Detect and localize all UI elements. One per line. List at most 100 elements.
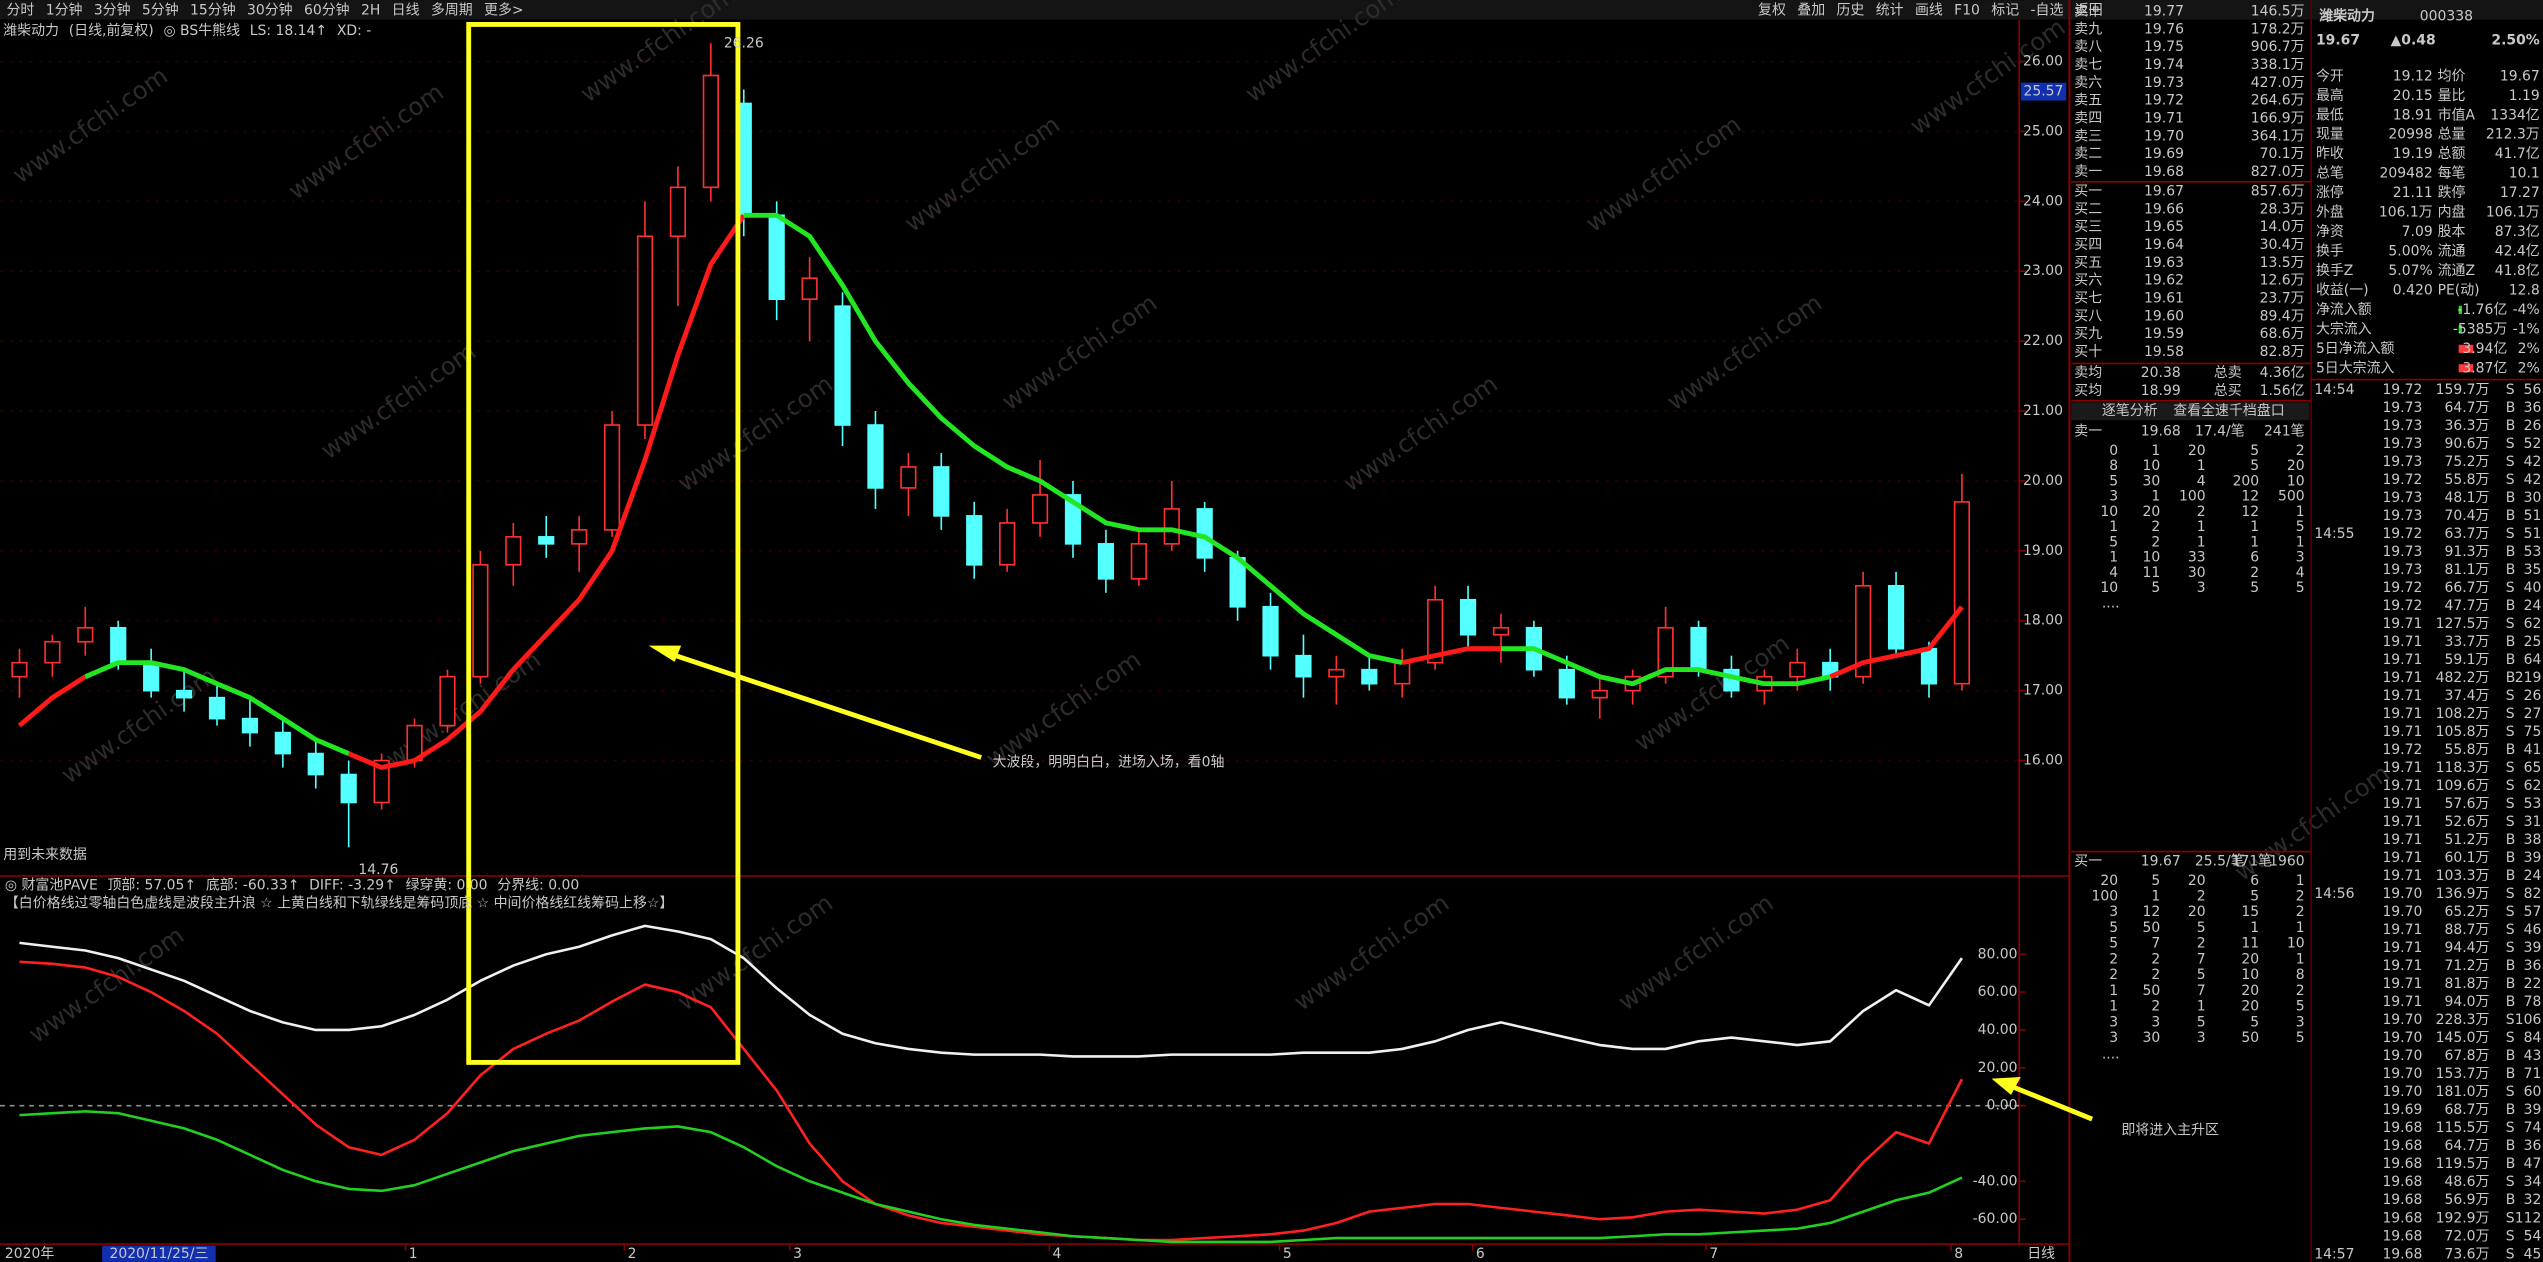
trade-price: 19.70 (2382, 904, 2422, 920)
toolbar-item[interactable]: 日线 (392, 3, 420, 19)
total-label: 卖均 (2074, 365, 2102, 381)
book-volume: 12.6万 (2260, 273, 2305, 289)
queue-cell: 33 (2188, 550, 2206, 566)
queue-count: 241笔 (2264, 424, 2305, 440)
book-price: 19.61 (2144, 291, 2184, 307)
stat-label: 现量 (2316, 127, 2344, 143)
queue-cell: 3 (2109, 904, 2118, 920)
toolbar-item[interactable]: 多周期 (431, 2, 473, 19)
toolbar-item[interactable]: 60分钟 (304, 2, 350, 19)
trade-count: 46 (2524, 922, 2542, 938)
stat-label: 市值A (2438, 106, 2476, 123)
candle-body (1394, 661, 1411, 685)
toolbar-item[interactable]: 历史 (1836, 3, 1864, 19)
trade-volume: 37.4万 (2444, 688, 2489, 704)
candle-body (1295, 654, 1312, 678)
book-price: 19.69 (2144, 146, 2184, 162)
queue-avg: 25.5/笔 (2195, 853, 2245, 869)
tab[interactable]: 逐笔分析 (2102, 403, 2158, 419)
trade-price: 19.73 (2382, 490, 2422, 506)
stat-value: 106.1万 (2379, 205, 2433, 221)
header-item: XD: - (337, 23, 371, 39)
queue-cell: 1 (2250, 920, 2259, 936)
queue-price: 19.68 (2141, 424, 2181, 440)
stat-value: 10.1 (2509, 166, 2540, 182)
toolbar-item[interactable]: 标记 (1991, 3, 2019, 19)
queue-cell: 5 (2109, 473, 2118, 489)
toolbar-bg (0, 0, 2543, 20)
series-line (19, 1110, 1963, 1244)
toolbar-item[interactable]: 复权 (1758, 2, 1786, 19)
queue-cell: 20 (2188, 443, 2206, 459)
candle-body (77, 626, 94, 643)
toolbar-item[interactable]: F10 (1954, 3, 1980, 19)
queue-cell: 20 (2241, 951, 2259, 967)
trade-count: 39 (2524, 1102, 2542, 1118)
trade-volume: 136.9万 (2436, 886, 2490, 902)
queue-cell: 20 (2143, 504, 2161, 520)
stat-label: 最低 (2316, 107, 2344, 123)
trade-count: 62 (2524, 778, 2542, 794)
queue-cell: 2 (2296, 904, 2305, 920)
trade-price: 19.73 (2382, 400, 2422, 416)
toolbar-item[interactable]: 画线 (1915, 3, 1943, 19)
toolbar-item[interactable]: 3分钟 (94, 2, 131, 19)
queue-cell: 0 (2109, 443, 2118, 459)
queue-cell: 3 (2151, 1014, 2160, 1030)
trade-price: 19.71 (2382, 814, 2422, 830)
toolbar-item[interactable]: 统计 (1876, 3, 1904, 19)
queue-cell: 7 (2151, 936, 2160, 952)
trade-count: 51 (2524, 508, 2542, 524)
queue-cell: 20 (2188, 873, 2206, 889)
header-item: ◎ BS牛熊线 (163, 23, 240, 39)
queue-cell: 12 (2241, 489, 2259, 505)
toolbar-item[interactable]: 15分钟 (190, 2, 236, 19)
trade-side: B (2506, 1066, 2516, 1082)
trade-volume: 57.6万 (2444, 796, 2489, 812)
book-price: 19.74 (2144, 57, 2184, 73)
stat-value: 12.8 (2509, 282, 2540, 298)
tab-bar[interactable] (2071, 402, 2310, 421)
trade-volume: 51.2万 (2444, 832, 2489, 848)
queue-cell: 2 (2109, 951, 2118, 967)
trade-price: 19.71 (2382, 850, 2422, 866)
queue-cell: 5 (2250, 443, 2259, 459)
header-item: (日线,前复权) (69, 22, 154, 39)
toolbar-item[interactable]: 更多> (484, 2, 524, 19)
toolbar-item[interactable]: 30分钟 (247, 2, 293, 19)
toolbar-item[interactable]: -自选 (2031, 3, 2064, 19)
arrows (648, 645, 2094, 1122)
trade-count: 26 (2524, 688, 2542, 704)
queue-cell: 4 (2296, 565, 2305, 581)
stat-label: 涨停 (2316, 184, 2344, 201)
toolbar-item[interactable]: 1分钟 (46, 2, 83, 19)
candle-body (143, 661, 160, 692)
stat-value: 19.12 (2393, 68, 2433, 84)
trade-count: 42 (2524, 472, 2542, 488)
toolbar-item[interactable]: 5分钟 (142, 2, 179, 19)
toolbar-item[interactable]: 返回 (2075, 3, 2103, 19)
queue-cell: 5 (2109, 936, 2118, 952)
y-tick-label: 21.00 (2023, 403, 2063, 419)
stat-label: 内盘 (2438, 204, 2466, 221)
trade-side: B (2506, 652, 2516, 668)
candle-body (1064, 494, 1082, 545)
queue-cell: 1 (2296, 951, 2305, 967)
trade-volume: 55.8万 (2444, 742, 2489, 758)
month-label: 3 (793, 1246, 802, 1262)
trade-count: 84 (2524, 1030, 2542, 1046)
trade-price: 19.72 (2382, 382, 2422, 398)
candle-body (1690, 626, 1707, 671)
toolbar-item[interactable]: 分时 (6, 3, 34, 19)
trade-volume: 52.6万 (2444, 814, 2489, 830)
book-level: 买七 (2074, 291, 2102, 307)
trade-count: 78 (2524, 994, 2542, 1010)
toolbar-item[interactable]: 2H (361, 3, 380, 19)
candle-body (1328, 668, 1345, 678)
toolbar-item[interactable]: 叠加 (1797, 3, 1825, 19)
trade-side: S (2506, 1120, 2515, 1136)
ui: 分时 1分钟 3分钟 5分钟 15分钟 30分钟 60分钟 2H 日线 多周期 更多> 复权 叠加 历史统… (3, 2, 2541, 1262)
stat-value: 21.11 (2393, 185, 2433, 201)
tab[interactable]: 查看全速千档盘口 (2173, 402, 2285, 419)
trade-volume: 108.2万 (2436, 706, 2490, 722)
